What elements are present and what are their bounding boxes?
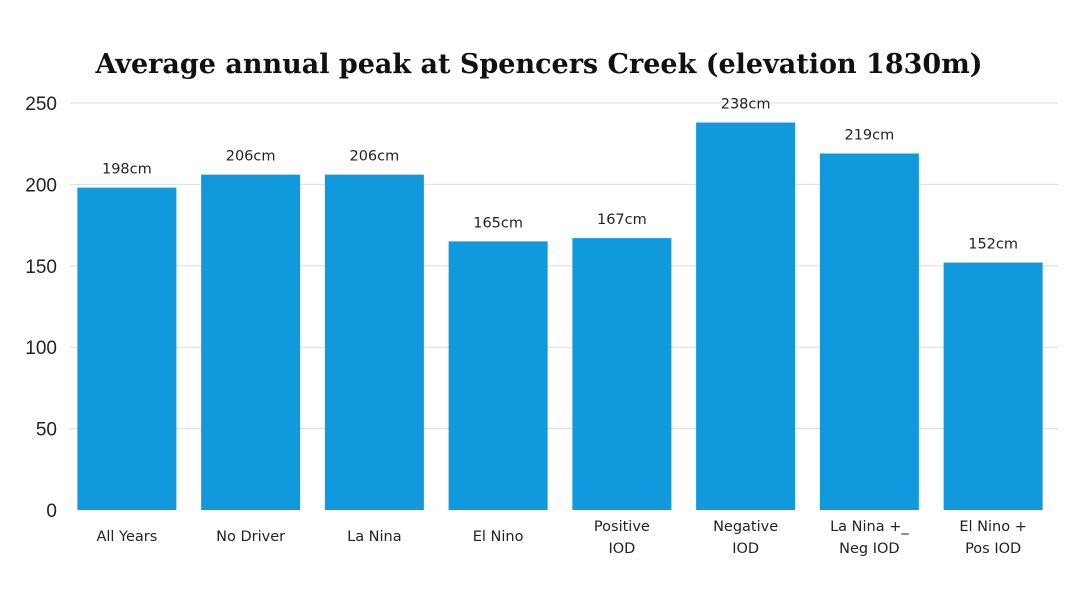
- bar: [696, 122, 796, 510]
- x-tick-label: All Years: [96, 529, 157, 545]
- x-tick-label: Positive: [594, 519, 650, 535]
- bar: [201, 174, 301, 510]
- y-tick-label: 200: [25, 175, 57, 196]
- x-tick-label: La Nina +_: [830, 519, 909, 535]
- bars: [77, 122, 1043, 510]
- x-axis-ticks: All Years No Driver La Nina El Nino Positive…: [96, 519, 1026, 557]
- data-label: 238cm: [721, 97, 771, 113]
- x-tick-label: Neg IOD: [839, 541, 899, 557]
- bar: [819, 153, 919, 510]
- bar: [448, 241, 548, 510]
- data-label: 152cm: [968, 237, 1018, 253]
- y-tick-label: 50: [36, 420, 57, 441]
- chart-title: Average annual peak at Spencers Creek (e…: [94, 49, 982, 80]
- bar: [324, 174, 424, 510]
- y-tick-label: 0: [46, 501, 57, 522]
- data-label: 206cm: [226, 149, 276, 165]
- data-label: 198cm: [102, 162, 152, 178]
- data-label: 167cm: [597, 212, 647, 228]
- data-label: 219cm: [844, 127, 894, 143]
- x-tick-label: Negative: [713, 519, 778, 535]
- x-tick-label: El Nino +: [959, 519, 1027, 535]
- bar: [572, 238, 672, 510]
- x-tick-label: No Driver: [216, 529, 285, 545]
- x-tick-label: Pos IOD: [965, 541, 1021, 557]
- data-labels: 198cm 206cm 206cm 165cm 167cm 238cm 219cm 152cm: [102, 97, 1018, 253]
- bar: [77, 187, 177, 510]
- x-tick-label: El Nino: [473, 529, 524, 545]
- bar: [943, 262, 1043, 510]
- data-label: 165cm: [473, 215, 523, 231]
- y-tick-label: 250: [25, 94, 57, 115]
- y-tick-label: 100: [25, 338, 57, 359]
- x-tick-label: IOD: [608, 541, 635, 557]
- x-tick-label: IOD: [732, 541, 759, 557]
- x-tick-label: La Nina: [347, 529, 402, 545]
- y-tick-label: 150: [25, 257, 57, 278]
- y-axis-ticks: 0 50 100 150 200 250: [25, 94, 57, 522]
- data-label: 206cm: [349, 149, 399, 165]
